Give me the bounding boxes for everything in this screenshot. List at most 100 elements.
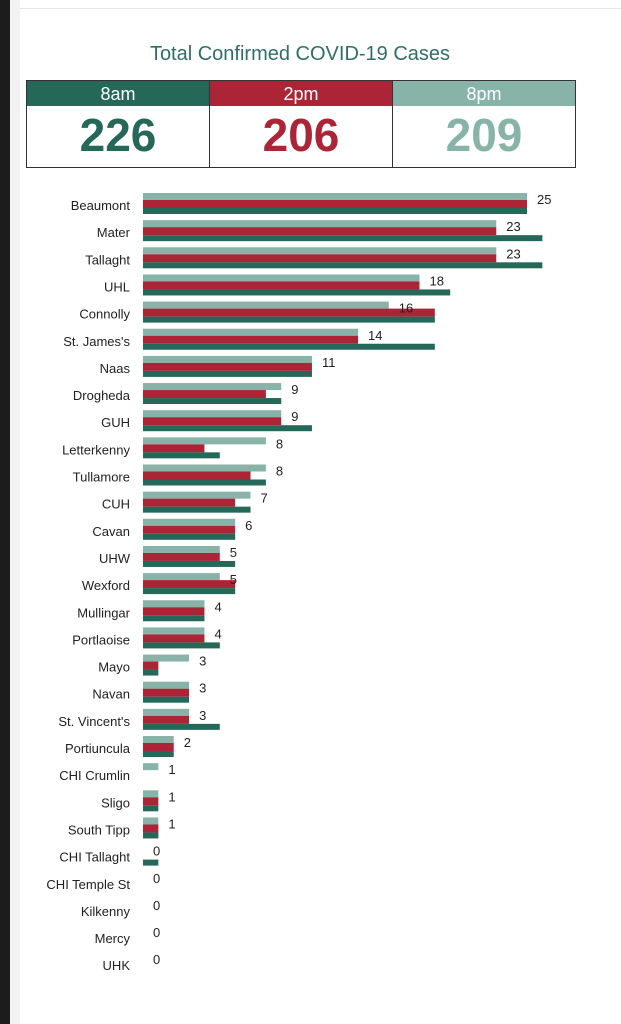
category-label-kilkenny: Kilkenny <box>81 904 131 919</box>
category-label-mercy: Mercy <box>95 931 131 946</box>
bar-2pm-portlaoise <box>143 634 205 643</box>
category-label-portlaoise: Portlaoise <box>72 632 130 647</box>
bar-8am-wexford <box>143 588 236 595</box>
left-edge <box>0 0 10 1024</box>
bar-8am-portiuncula <box>143 751 174 757</box>
bar-8am-beaumont <box>143 208 527 214</box>
category-label-cavan: Cavan <box>92 524 130 539</box>
bar-8pm-letterkenny <box>143 437 266 445</box>
value-label-portiuncula: 2 <box>184 735 191 750</box>
value-label-mater: 23 <box>506 219 520 234</box>
bar-8pm-cavan <box>143 518 236 526</box>
value-label-beaumont: 25 <box>537 192 551 207</box>
bar-8pm-beaumont <box>143 193 527 200</box>
value-label-uhw: 5 <box>230 545 237 560</box>
bar-2pm-guh <box>143 417 282 426</box>
bar-8am-mayo <box>143 669 159 676</box>
value-label-sligo: 1 <box>168 789 175 804</box>
category-label-navan: Navan <box>92 687 130 702</box>
bar-8am-letterkenny <box>143 452 220 459</box>
category-label-sligo: Sligo <box>101 795 130 810</box>
bar-8pm-mayo <box>143 654 190 662</box>
bar-8pm-tallaght <box>143 247 497 255</box>
value-label-mercy: 0 <box>153 925 160 940</box>
category-label-beaumont: Beaumont <box>71 198 131 213</box>
category-label-chi-tallaght: CHI Tallaght <box>59 850 130 865</box>
bar-2pm-beaumont <box>143 200 527 208</box>
category-label-tullamore: Tullamore <box>73 470 130 485</box>
bar-8pm-mater <box>143 220 497 228</box>
bar-8pm-chi-crumlin <box>143 763 159 771</box>
bar-8am-cuh <box>143 506 251 513</box>
value-label-naas: 11 <box>322 355 336 370</box>
category-label-uhw: UHW <box>99 551 131 566</box>
value-label-navan: 3 <box>199 681 206 696</box>
value-label-uhl: 18 <box>429 273 443 288</box>
value-label-mayo: 3 <box>199 654 206 669</box>
chart-card: Total Confirmed COVID-19 Cases 8am 226 2… <box>20 0 621 1024</box>
value-label-cavan: 6 <box>245 518 252 533</box>
value-label-south-tipp: 1 <box>168 816 175 831</box>
category-label-portiuncula: Portiuncula <box>65 741 131 756</box>
bar-8pm-south-tipp <box>143 817 159 825</box>
bar-2pm-naas <box>143 362 312 371</box>
bar-8pm-st-vincent-s <box>143 708 190 716</box>
summary-value-8am: 226 <box>79 109 157 161</box>
value-label-letterkenny: 8 <box>276 436 283 451</box>
bar-8am-connolly <box>143 316 435 323</box>
category-label-wexford: Wexford <box>82 578 130 593</box>
category-label-guh: GUH <box>101 415 130 430</box>
bar-2pm-uhw <box>143 552 220 561</box>
value-label-tallaght: 23 <box>506 246 520 261</box>
bar-2pm-letterkenny <box>143 444 205 453</box>
summary-label-8am: 8am <box>27 81 209 106</box>
category-label-st-vincent-s: St. Vincent's <box>58 714 130 729</box>
bar-8am-portlaoise <box>143 642 220 649</box>
category-label-connolly: Connolly <box>79 307 130 322</box>
bar-8am-drogheda <box>143 398 282 405</box>
value-label-drogheda: 9 <box>291 382 298 397</box>
category-label-uhl: UHL <box>104 279 130 294</box>
value-label-st-james-s: 14 <box>368 328 382 343</box>
category-label-naas: Naas <box>100 361 131 376</box>
category-label-st-james-s: St. James's <box>63 334 130 349</box>
value-label-portlaoise: 4 <box>214 626 221 641</box>
category-label-chi-temple-st: CHI Temple St <box>46 877 130 892</box>
value-label-mullingar: 4 <box>214 599 221 614</box>
category-label-drogheda: Drogheda <box>73 388 131 403</box>
bar-2pm-south-tipp <box>143 824 159 833</box>
bar-8am-st-james-s <box>143 343 435 350</box>
value-label-st-vincent-s: 3 <box>199 708 206 723</box>
bar-8am-chi-tallaght <box>143 859 159 866</box>
value-label-tullamore: 8 <box>276 464 283 479</box>
bar-8am-naas <box>143 370 312 377</box>
value-label-connolly: 16 <box>399 301 413 316</box>
summary-box-8pm: 8pm 209 <box>393 81 575 167</box>
bar-2pm-tullamore <box>143 471 251 480</box>
bar-2pm-portiuncula <box>143 743 174 751</box>
bar-8pm-uhl <box>143 274 420 282</box>
category-label-tallaght: Tallaght <box>85 252 130 267</box>
bar-2pm-st-james-s <box>143 335 359 344</box>
bar-2pm-mayo <box>143 661 159 670</box>
bar-2pm-sligo <box>143 797 159 806</box>
value-label-kilkenny: 0 <box>153 898 160 913</box>
category-label-letterkenny: Letterkenny <box>62 442 130 457</box>
bar-8am-cavan <box>143 533 236 540</box>
value-label-chi-temple-st: 0 <box>153 871 160 886</box>
bar-2pm-navan <box>143 688 190 697</box>
bar-8am-mater <box>143 235 543 242</box>
bar-8am-tullamore <box>143 479 266 486</box>
chart-title: Total Confirmed COVID-19 Cases <box>149 43 451 65</box>
category-label-mullingar: Mullingar <box>77 605 130 620</box>
bar-8pm-cuh <box>143 491 251 499</box>
bar-8pm-portiuncula <box>143 736 174 743</box>
bar-8pm-naas <box>143 355 312 363</box>
value-label-chi-tallaght: 0 <box>153 844 160 859</box>
bar-8pm-connolly <box>143 301 389 309</box>
bar-8pm-tullamore <box>143 464 266 472</box>
bar-2pm-cuh <box>143 498 236 507</box>
category-label-uhk: UHK <box>103 958 131 973</box>
bar-8am-south-tipp <box>143 832 159 839</box>
